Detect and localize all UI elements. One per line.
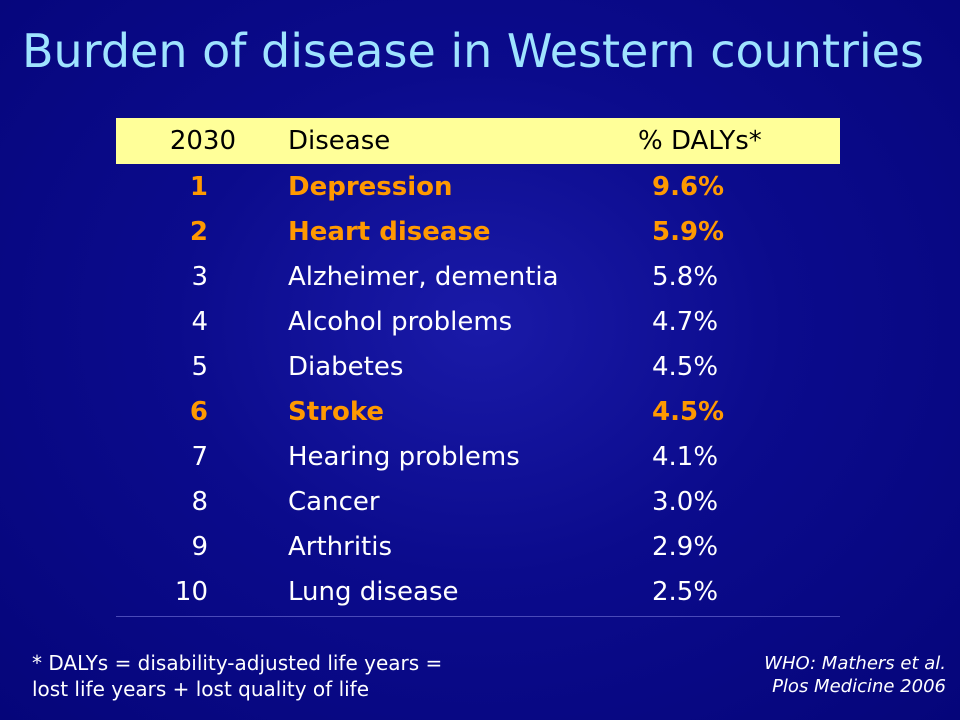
header-rank: 2030: [169, 126, 236, 156]
dalys-cell: 4.5%: [652, 396, 725, 427]
citation-line-2: Plos Medicine 2006: [772, 676, 946, 698]
disease-cell: Stroke: [288, 396, 385, 427]
rank-cell: 10: [174, 576, 208, 607]
disease-table: 2030 Disease % DALYs* 1 Depression 9.6% 2 He…: [116, 118, 840, 617]
citation-line-1: WHO: Mathers et al.: [764, 653, 946, 674]
header-dalys: % DALYs*: [638, 126, 762, 156]
table-row: 2 Heart disease 5.9%: [116, 209, 840, 254]
footnote-line-1: * DALYs = disability-adjusted life years…: [32, 651, 443, 675]
rank-cell: 2: [189, 216, 208, 247]
dalys-cell: 3.0%: [652, 486, 719, 517]
table-body: 1 Depression 9.6% 2 Heart disease 5.9% 3 Alzhei…: [116, 164, 840, 614]
footnote: * DALYs = disability-adjusted life years…: [32, 650, 442, 702]
slide-title: Burden of disease in Western countries: [22, 24, 924, 78]
table-row: 3 Alzheimer, dementia 5.8%: [116, 254, 840, 299]
disease-cell: Diabetes: [288, 351, 404, 382]
table-row: 8 Cancer 3.0%: [116, 479, 840, 524]
table-row: 6 Stroke 4.5%: [116, 389, 840, 434]
table-row: 4 Alcohol problems 4.7%: [116, 299, 840, 344]
dalys-cell: 2.9%: [652, 531, 719, 562]
rank-cell: 6: [189, 396, 208, 427]
table-row: 9 Arthritis 2.9%: [116, 524, 840, 569]
footnote-line-2: lost life years + lost quality of life: [32, 677, 370, 701]
disease-cell: Alzheimer, dementia: [288, 261, 559, 292]
rank-cell: 8: [191, 486, 208, 517]
table-bottom-rule: [116, 616, 840, 617]
disease-cell: Alcohol problems: [288, 306, 513, 337]
dalys-cell: 9.6%: [652, 171, 725, 202]
table-row: 7 Hearing problems 4.1%: [116, 434, 840, 479]
disease-cell: Cancer: [288, 486, 380, 517]
dalys-cell: 5.9%: [652, 216, 725, 247]
table-row: 1 Depression 9.6%: [116, 164, 840, 209]
disease-cell: Arthritis: [288, 531, 393, 562]
disease-cell: Heart disease: [288, 216, 491, 247]
rank-cell: 1: [189, 171, 208, 202]
header-disease: Disease: [288, 126, 391, 156]
dalys-cell: 5.8%: [652, 261, 719, 292]
table-header-row: 2030 Disease % DALYs*: [116, 118, 840, 164]
dalys-cell: 2.5%: [652, 576, 719, 607]
citation: WHO: Mathers et al. Plos Medicine 2006: [764, 652, 946, 699]
dalys-cell: 4.7%: [652, 306, 719, 337]
table-row: 5 Diabetes 4.5%: [116, 344, 840, 389]
disease-cell: Hearing problems: [288, 441, 520, 472]
rank-cell: 5: [191, 351, 208, 382]
table-row: 10 Lung disease 2.5%: [116, 569, 840, 614]
disease-cell: Depression: [288, 171, 453, 202]
disease-cell: Lung disease: [288, 576, 459, 607]
rank-cell: 9: [191, 531, 208, 562]
dalys-cell: 4.1%: [652, 441, 719, 472]
dalys-cell: 4.5%: [652, 351, 719, 382]
rank-cell: 3: [191, 261, 208, 292]
rank-cell: 7: [191, 441, 208, 472]
rank-cell: 4: [191, 306, 208, 337]
